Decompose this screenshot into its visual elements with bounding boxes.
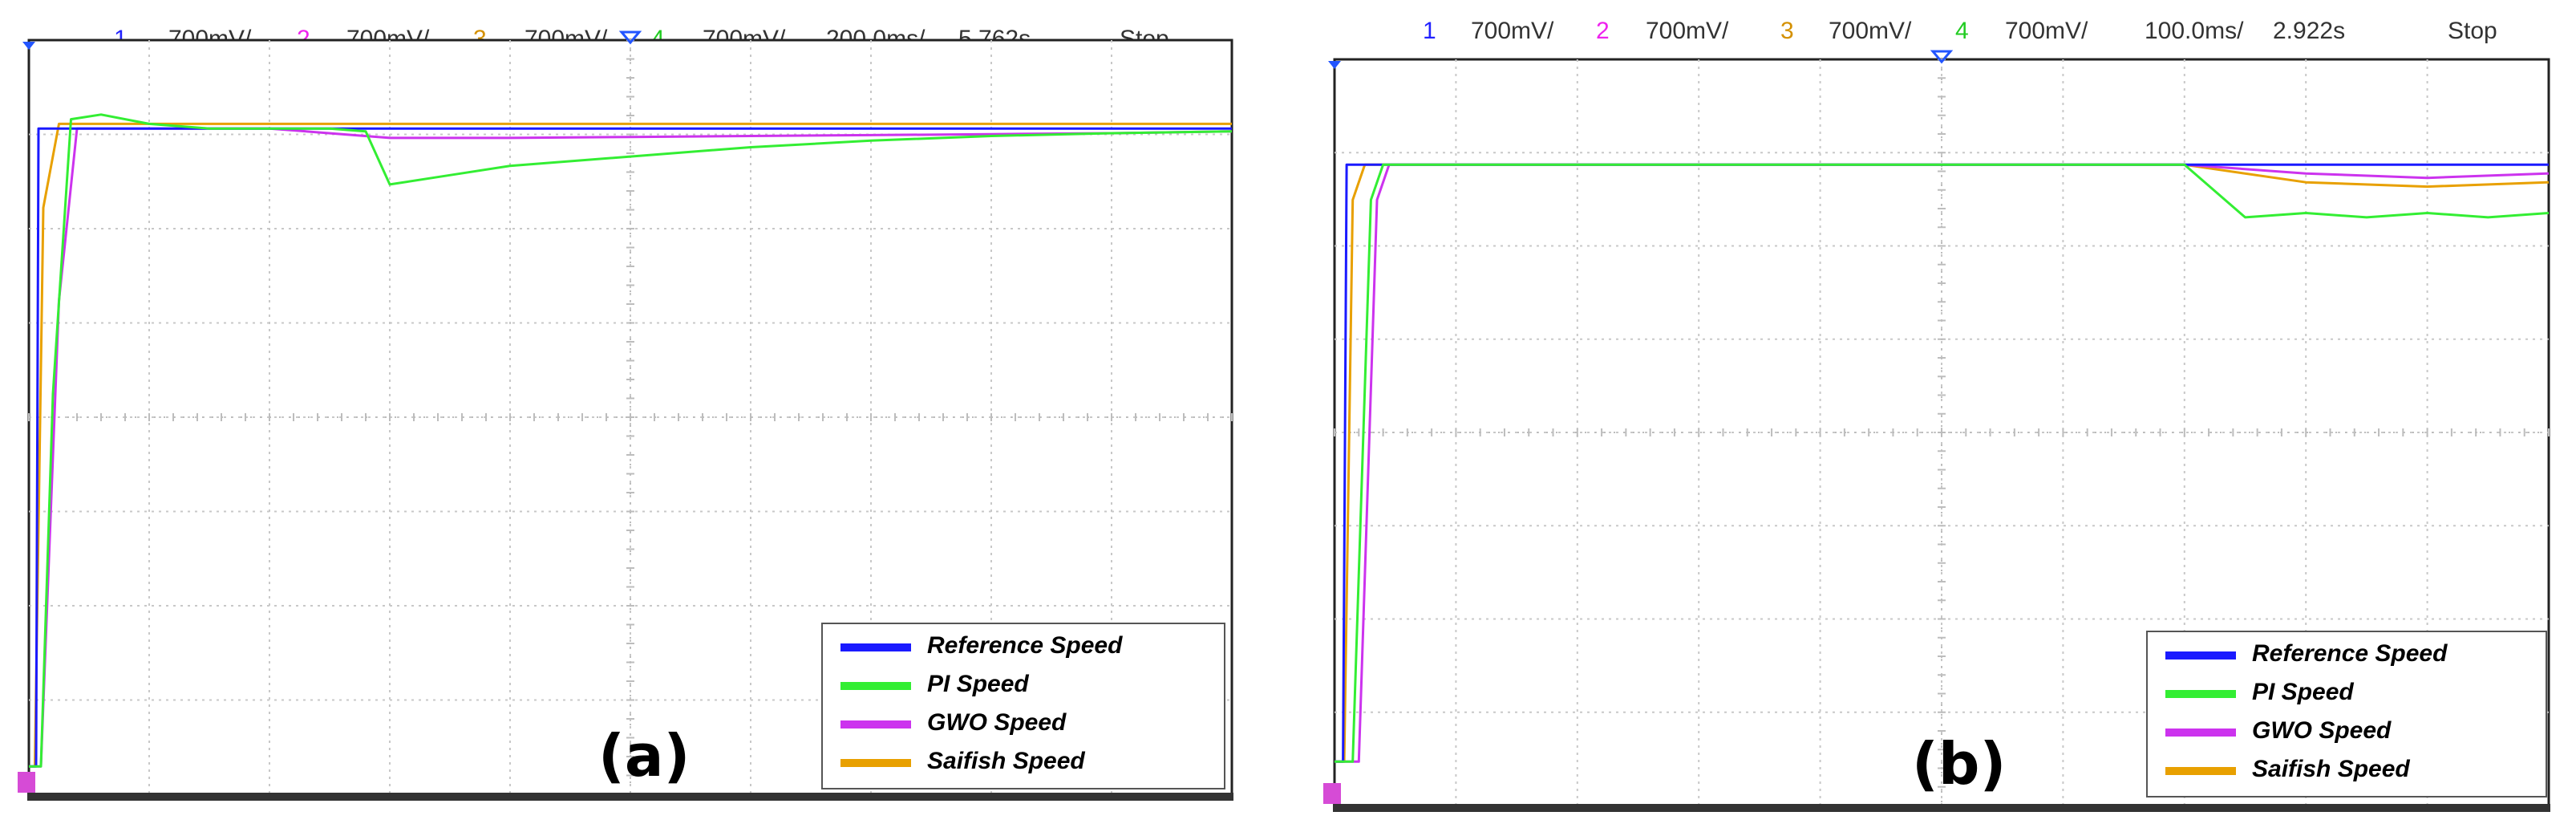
legend-swatch xyxy=(2165,690,2236,698)
ch1-number: 1 xyxy=(1423,18,1436,44)
scope-bottom-bar xyxy=(1333,804,2550,812)
legend-swatch xyxy=(840,720,911,729)
scope-bottom-bar xyxy=(27,793,1233,801)
series-line-pi-speed xyxy=(29,113,1233,768)
channel-marker-icon xyxy=(18,772,35,793)
panel-label: (a) xyxy=(598,722,691,789)
legend-label: GWO Speed xyxy=(927,709,1067,736)
legend-label: PI Speed xyxy=(927,671,1029,697)
time-readout: 2.922s xyxy=(2273,18,2346,44)
legend-swatch xyxy=(840,759,911,767)
legend-swatch xyxy=(2165,767,2236,775)
ch1-scale: 700mV/ xyxy=(1471,18,1554,44)
legend-item: Reference Speed xyxy=(823,627,1224,666)
series-line-pi-speed xyxy=(1335,163,2550,763)
ch4-scale: 700mV/ xyxy=(2005,18,2088,44)
ch3-scale: 700mV/ xyxy=(1829,18,1912,44)
legend: Reference Speed PI Speed GWO Speed Saifi… xyxy=(2146,631,2547,798)
legend-item: Saifish Speed xyxy=(2148,751,2546,789)
legend-item: PI Speed xyxy=(2148,674,2546,712)
legend-swatch xyxy=(2165,651,2236,660)
legend-item: GWO Speed xyxy=(823,704,1224,743)
panel-label: (b) xyxy=(1912,730,2007,798)
legend-swatch xyxy=(840,682,911,690)
legend-item: PI Speed xyxy=(823,666,1224,704)
panel-a: 1 700mV/ 2 700mV/ 3 700mV/ 4 700mV/ 200.… xyxy=(0,0,1254,832)
legend: Reference Speed PI Speed GWO Speed Saifi… xyxy=(821,623,1225,789)
legend-swatch xyxy=(840,643,911,651)
legend-label: Saifish Speed xyxy=(2252,756,2410,782)
legend-label: Reference Speed xyxy=(2252,640,2448,667)
trigger-level-icon xyxy=(1328,61,1341,69)
timebase: 100.0ms/ xyxy=(2145,18,2244,44)
ch2-number: 2 xyxy=(1596,18,1610,44)
legend-label: Reference Speed xyxy=(927,632,1123,659)
trigger-marker-icon xyxy=(618,30,642,45)
scope-header: 1 700mV/ 2 700mV/ 3 700mV/ 4 700mV/ 100.… xyxy=(1306,0,2576,48)
trigger-marker-icon xyxy=(1930,50,1954,64)
ch4-number: 4 xyxy=(1955,18,1969,44)
legend-swatch xyxy=(2165,729,2236,737)
status: Stop xyxy=(2448,18,2497,44)
legend-item: GWO Speed xyxy=(2148,712,2546,751)
legend-label: GWO Speed xyxy=(2252,717,2392,744)
channel-marker-icon xyxy=(1323,783,1341,804)
legend-label: Saifish Speed xyxy=(927,748,1085,774)
legend-label: PI Speed xyxy=(2252,679,2354,705)
trigger-level-icon xyxy=(22,42,35,50)
ch3-number: 3 xyxy=(1780,18,1794,44)
legend-item: Reference Speed xyxy=(2148,635,2546,674)
ch2-scale: 700mV/ xyxy=(1646,18,1729,44)
legend-item: Saifish Speed xyxy=(823,743,1224,781)
panel-b: 1 700mV/ 2 700mV/ 3 700mV/ 4 700mV/ 100.… xyxy=(1306,0,2576,832)
